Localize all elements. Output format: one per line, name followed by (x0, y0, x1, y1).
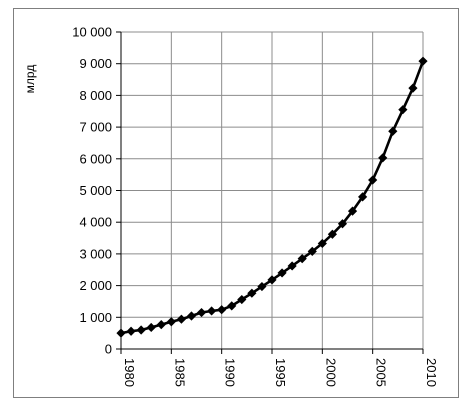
data-point (196, 307, 207, 318)
y-tick-label: 8 000 (79, 88, 112, 103)
data-point (287, 261, 297, 271)
data-point (277, 268, 287, 278)
y-tick-label: 10 000 (72, 25, 112, 40)
y-tick-label: 1 000 (79, 310, 112, 325)
y-axis-label: млрд (23, 65, 37, 94)
chart-frame: 0 1 000 2 000 3 000 4 000 5 000 6 000 7 000 8 00… (13, 8, 459, 398)
x-tick-label: 2005 (374, 358, 389, 387)
x-tick-label: 1980 (122, 358, 137, 387)
data-point (217, 305, 227, 315)
data-point (347, 206, 358, 216)
y-tick-label: 6 000 (79, 151, 112, 166)
data-point (307, 246, 317, 256)
data-point (247, 288, 257, 298)
y-tick-label: 3 000 (79, 246, 112, 261)
data-point (267, 275, 277, 285)
data-point (166, 317, 176, 327)
data-point (227, 301, 237, 311)
data-point (378, 153, 388, 163)
y-tick-label: 5 000 (79, 183, 112, 198)
data-point (237, 294, 247, 305)
y-tick-label: 7 000 (79, 120, 112, 135)
y-tick-label: 0 (105, 342, 112, 357)
data-point (136, 325, 146, 335)
x-tick-label: 2000 (323, 358, 338, 387)
data-point (317, 238, 327, 249)
grid-lines (120, 31, 424, 350)
data-point (368, 175, 378, 185)
x-tick-label: 1995 (273, 358, 288, 387)
series-group (116, 56, 428, 338)
data-point (156, 319, 166, 330)
y-tick-label: 4 000 (79, 215, 112, 230)
x-tick-label: 1990 (223, 358, 238, 387)
axes (116, 31, 424, 354)
data-point (146, 322, 156, 333)
data-point (337, 219, 348, 229)
data-point (327, 229, 337, 239)
data-point (388, 126, 398, 136)
data-point (116, 328, 126, 338)
data-point (358, 192, 368, 202)
data-point (418, 56, 428, 66)
data-point (126, 326, 136, 336)
y-tick-label: 9 000 (79, 56, 112, 71)
data-point (207, 306, 217, 316)
x-tick-label: 1985 (172, 358, 187, 387)
y-tick-labels: 0 1 000 2 000 3 000 4 000 5 000 6 000 7 000 8 00… (72, 25, 112, 357)
x-tick-label: 2010 (424, 358, 439, 387)
data-point (398, 105, 408, 115)
data-point (176, 314, 186, 324)
x-tick-labels: 1980 1985 1990 1995 2000 2005 2010 (122, 358, 439, 387)
line-chart: 0 1 000 2 000 3 000 4 000 5 000 6 000 7 000 8 00… (23, 25, 439, 387)
data-point (186, 311, 197, 321)
y-tick-label: 2 000 (79, 278, 112, 293)
data-point (408, 83, 418, 93)
